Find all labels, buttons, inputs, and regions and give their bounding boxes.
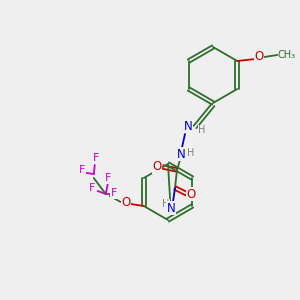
Text: CH₃: CH₃ <box>277 50 296 60</box>
Text: F: F <box>93 153 99 163</box>
Text: O: O <box>186 188 196 200</box>
Text: F: F <box>88 183 95 193</box>
Text: H: H <box>187 148 195 158</box>
Text: N: N <box>184 119 192 133</box>
Text: H: H <box>198 125 206 135</box>
Text: N: N <box>167 202 176 214</box>
Text: O: O <box>152 160 162 173</box>
Text: F: F <box>111 188 117 198</box>
Text: F: F <box>79 165 85 175</box>
Text: F: F <box>105 173 111 183</box>
Text: O: O <box>255 50 264 64</box>
Text: H: H <box>162 199 170 209</box>
Text: O: O <box>121 196 130 208</box>
Text: N: N <box>177 148 185 160</box>
